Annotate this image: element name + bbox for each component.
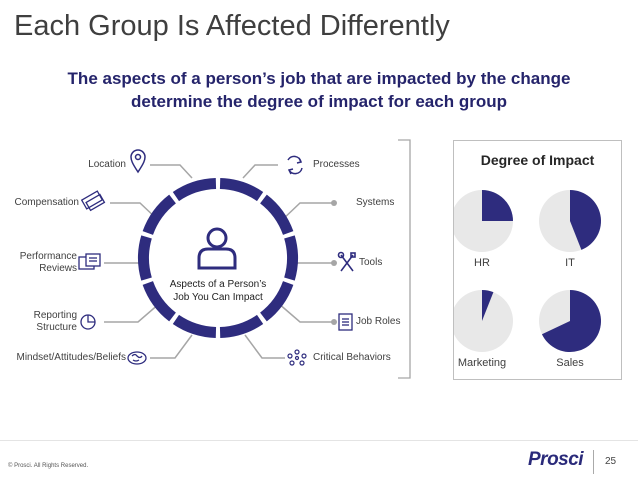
ring-segment (260, 194, 294, 235)
pie-slice-marketing (482, 290, 494, 321)
slide-title: Each Group Is Affected Differently (14, 10, 450, 42)
label-reporting-line-1: Reporting (33, 310, 77, 321)
label-compensation: Compensation (14, 197, 79, 208)
tools-icon (337, 251, 356, 272)
ring-segment (172, 178, 217, 202)
job-roles-icon (338, 313, 353, 331)
center-caption-line-1: Aspects of a Person’s (169, 279, 267, 290)
connector-dot-jobroles (331, 319, 337, 325)
label-performance-reviews: Performance Reviews (0, 251, 77, 275)
ring-segment (219, 314, 264, 338)
label-tools: Tools (359, 257, 383, 268)
pie-background (454, 290, 513, 352)
label-processes: Processes (313, 159, 360, 170)
ring-segment (142, 281, 176, 322)
slide-footer: © Prosci. All Rights Reserved. Prosci 25 (0, 440, 638, 480)
copyright-text: © Prosci. All Rights Reserved. (8, 463, 89, 469)
connector-processes (242, 164, 278, 179)
connector-lines (104, 164, 333, 359)
pie-slice-hr (482, 190, 513, 221)
aspects-ring (138, 178, 298, 338)
slide-subtitle: The aspects of a person’s job that are i… (0, 67, 638, 113)
ring-segment (138, 235, 152, 281)
label-performance-line-1: Performance (19, 251, 77, 262)
label-critical-behaviors: Critical Behaviors (313, 352, 391, 363)
ring-segment (172, 314, 217, 338)
ring-segment (142, 194, 176, 235)
center-caption: Aspects of a Person’s Job You Can Impact (158, 278, 278, 304)
person-icon (197, 227, 237, 270)
subtitle-line-2: determine the degree of impact for each … (131, 92, 507, 111)
connector-mindset (150, 334, 193, 359)
reporting-structure-icon (80, 314, 96, 330)
network-icon (287, 349, 307, 366)
pie-label-sales: Sales (556, 357, 584, 369)
connector-behaviors (244, 334, 285, 359)
pie-label-marketing: Marketing (457, 357, 507, 369)
connector-dot-systems (331, 200, 337, 206)
brain-icon (127, 351, 147, 365)
connector-location (150, 164, 193, 179)
group-bracket (398, 139, 411, 379)
page-number: 25 (605, 456, 617, 467)
label-systems: Systems (356, 197, 395, 208)
degree-of-impact-panel: Degree of Impact HR IT Marketing Sales (453, 140, 622, 380)
impact-pies (454, 190, 601, 352)
subtitle-line-1: The aspects of a person’s job that are i… (67, 69, 571, 88)
label-reporting-structure: Reporting Structure (0, 310, 77, 334)
ring-segment (260, 281, 294, 322)
label-job-roles: Job Roles (356, 316, 401, 327)
connector-jobroles (277, 302, 333, 323)
label-mindset: Mindset/Attitudes/Beliefs (16, 352, 127, 363)
connector-dot-tools (331, 260, 337, 266)
label-performance-line-2: Reviews (39, 263, 77, 274)
footer-divider (593, 450, 594, 474)
ring-segment (219, 178, 264, 202)
pie-slice-it (570, 190, 601, 250)
compensation-icon (80, 190, 106, 212)
center-caption-line-2: Job You Can Impact (173, 292, 263, 303)
label-location: Location (88, 159, 126, 170)
performance-reviews-icon (78, 253, 101, 270)
prosci-logo: Prosci (528, 449, 584, 470)
pie-label-it: IT (565, 257, 575, 269)
processes-icon (287, 155, 303, 175)
ring-segment (284, 235, 298, 281)
label-reporting-line-2: Structure (36, 322, 77, 333)
pie-label-hr: HR (474, 257, 490, 269)
connector-reporting (104, 302, 161, 323)
location-icon (130, 149, 146, 174)
pie-slice-sales (541, 290, 601, 352)
connector-systems (279, 202, 333, 223)
impact-title: Degree of Impact (480, 152, 595, 168)
